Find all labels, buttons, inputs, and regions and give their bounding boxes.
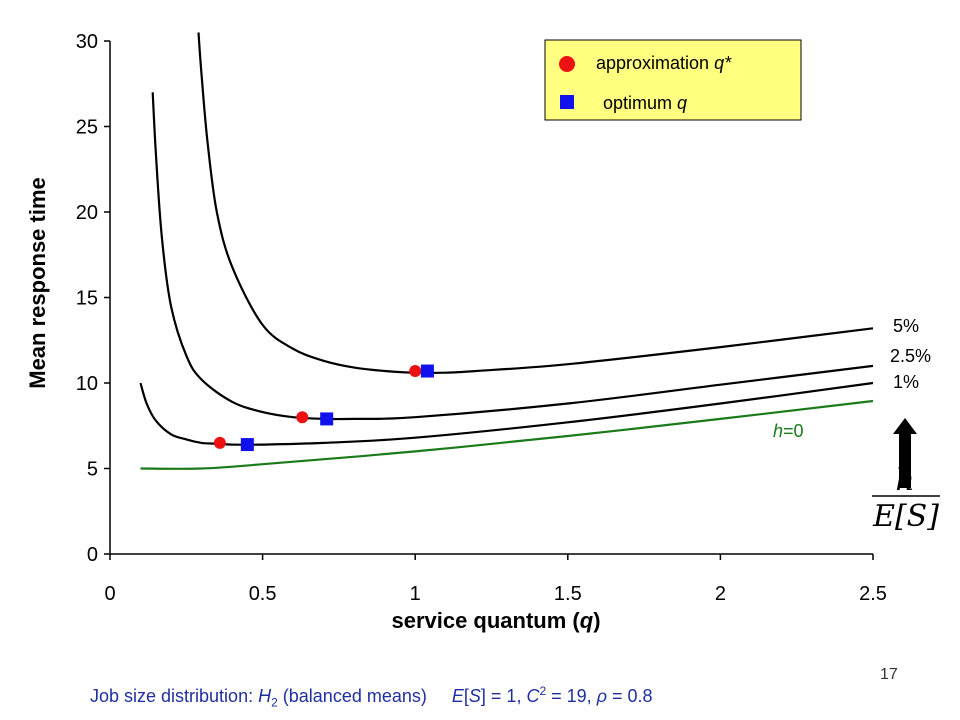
x-tick-label: 2 (715, 583, 726, 605)
approximation-point (409, 365, 422, 378)
optimum-point (240, 438, 254, 452)
y-axis-title: Mean response time (25, 177, 50, 389)
x-tick-label: 0.5 (249, 583, 277, 605)
series-line-2-5- (151, 92, 874, 421)
series-line-h-0 (140, 399, 874, 470)
legend-optimum-marker (560, 95, 574, 109)
markers (213, 364, 434, 452)
caption: Job size distribution: H2 (balanced mean… (90, 684, 653, 710)
legend-box (544, 39, 802, 121)
y-tick-label: 10 (76, 373, 98, 395)
y-tick-label: 0 (87, 544, 98, 566)
series-line-1- (139, 381, 874, 446)
y-tick-label: 25 (76, 117, 98, 139)
x-tick-label: 2.5 (859, 583, 887, 605)
x-axis-title: service quantum (q) (391, 608, 600, 633)
y-tick-label: 30 (76, 31, 98, 53)
curve-label: 2.5% (890, 346, 931, 366)
legend-approximation-label: approximation q* (596, 53, 732, 73)
labels: 5% 2.5% 1% h=0 (773, 316, 931, 441)
x-tick-label: 1.5 (554, 583, 582, 605)
page-number: 17 (880, 666, 898, 683)
y-tick-label: 20 (76, 202, 98, 224)
annotation: h E[S] (872, 418, 940, 534)
curves (139, 32, 874, 470)
approximation-point (296, 411, 309, 424)
x-tick-label: 0 (104, 583, 115, 605)
optimum-point (420, 364, 434, 378)
y-tick-label: 5 (87, 459, 98, 481)
fraction-denominator: E[S] (872, 499, 939, 534)
fraction-numerator: h (895, 463, 914, 498)
optimum-point (320, 412, 334, 426)
curve-label: 1% (893, 372, 919, 392)
legend-approximation-marker (559, 56, 575, 72)
curve-label: 5% (893, 316, 919, 336)
approximation-point (213, 436, 226, 449)
x-tick-label: 1 (410, 583, 421, 605)
series-line-5- (197, 32, 874, 375)
axes: 0 5 10 15 20 25 30 0 0.5 1 1.5 2 2.5 service quantum … (25, 31, 887, 633)
legend: approximation q* optimum q (544, 39, 802, 121)
y-tick-label: 15 (76, 288, 98, 310)
curve-label-h0: h=0 (773, 421, 804, 441)
legend-optimum-label: optimum q (603, 93, 687, 113)
up-arrow-icon (893, 418, 917, 488)
